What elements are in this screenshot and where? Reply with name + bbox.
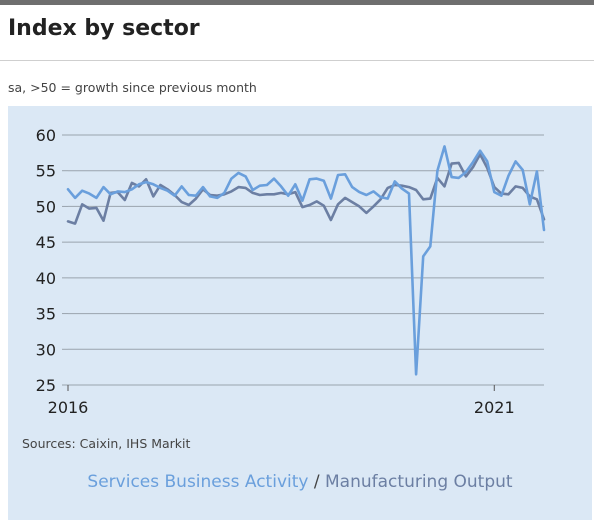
series-lines [66, 145, 546, 376]
y-tick-label-55: 55 [36, 162, 56, 181]
line-chart: 25 30 35 40 45 50 55 60 2016 2021 [36, 126, 546, 417]
top-rule [0, 0, 594, 5]
legend-manufacturing: Manufacturing Output [325, 472, 513, 492]
sources-note: Sources: Caixin, IHS Markit [22, 436, 191, 451]
y-tick-label-50: 50 [36, 197, 56, 216]
x-tick-label-2021: 2021 [474, 398, 515, 417]
x-tick-label-2016: 2016 [48, 398, 89, 417]
y-tick-label-40: 40 [36, 269, 56, 288]
legend-services: Services Business Activity [87, 472, 309, 492]
y-tick-label-25: 25 [36, 376, 56, 395]
legend-separator: / [308, 472, 326, 492]
legend: Services Business Activity / Manufacturi… [8, 472, 592, 492]
y-tick-label-60: 60 [36, 126, 56, 145]
y-tick-label-35: 35 [36, 305, 56, 324]
chart-subtitle: sa, >50 = growth since previous month [8, 80, 257, 95]
axes: 25 30 35 40 45 50 55 60 2016 2021 [36, 126, 515, 417]
series-line-services [66, 145, 546, 376]
chart-panel: 25 30 35 40 45 50 55 60 2016 2021 Sources: Caixin… [8, 106, 592, 520]
y-tick-label-30: 30 [36, 340, 56, 359]
title-divider [0, 60, 594, 61]
chart-title: Index by sector [8, 16, 200, 41]
gridlines [68, 134, 544, 386]
y-tick-label-45: 45 [36, 233, 56, 252]
